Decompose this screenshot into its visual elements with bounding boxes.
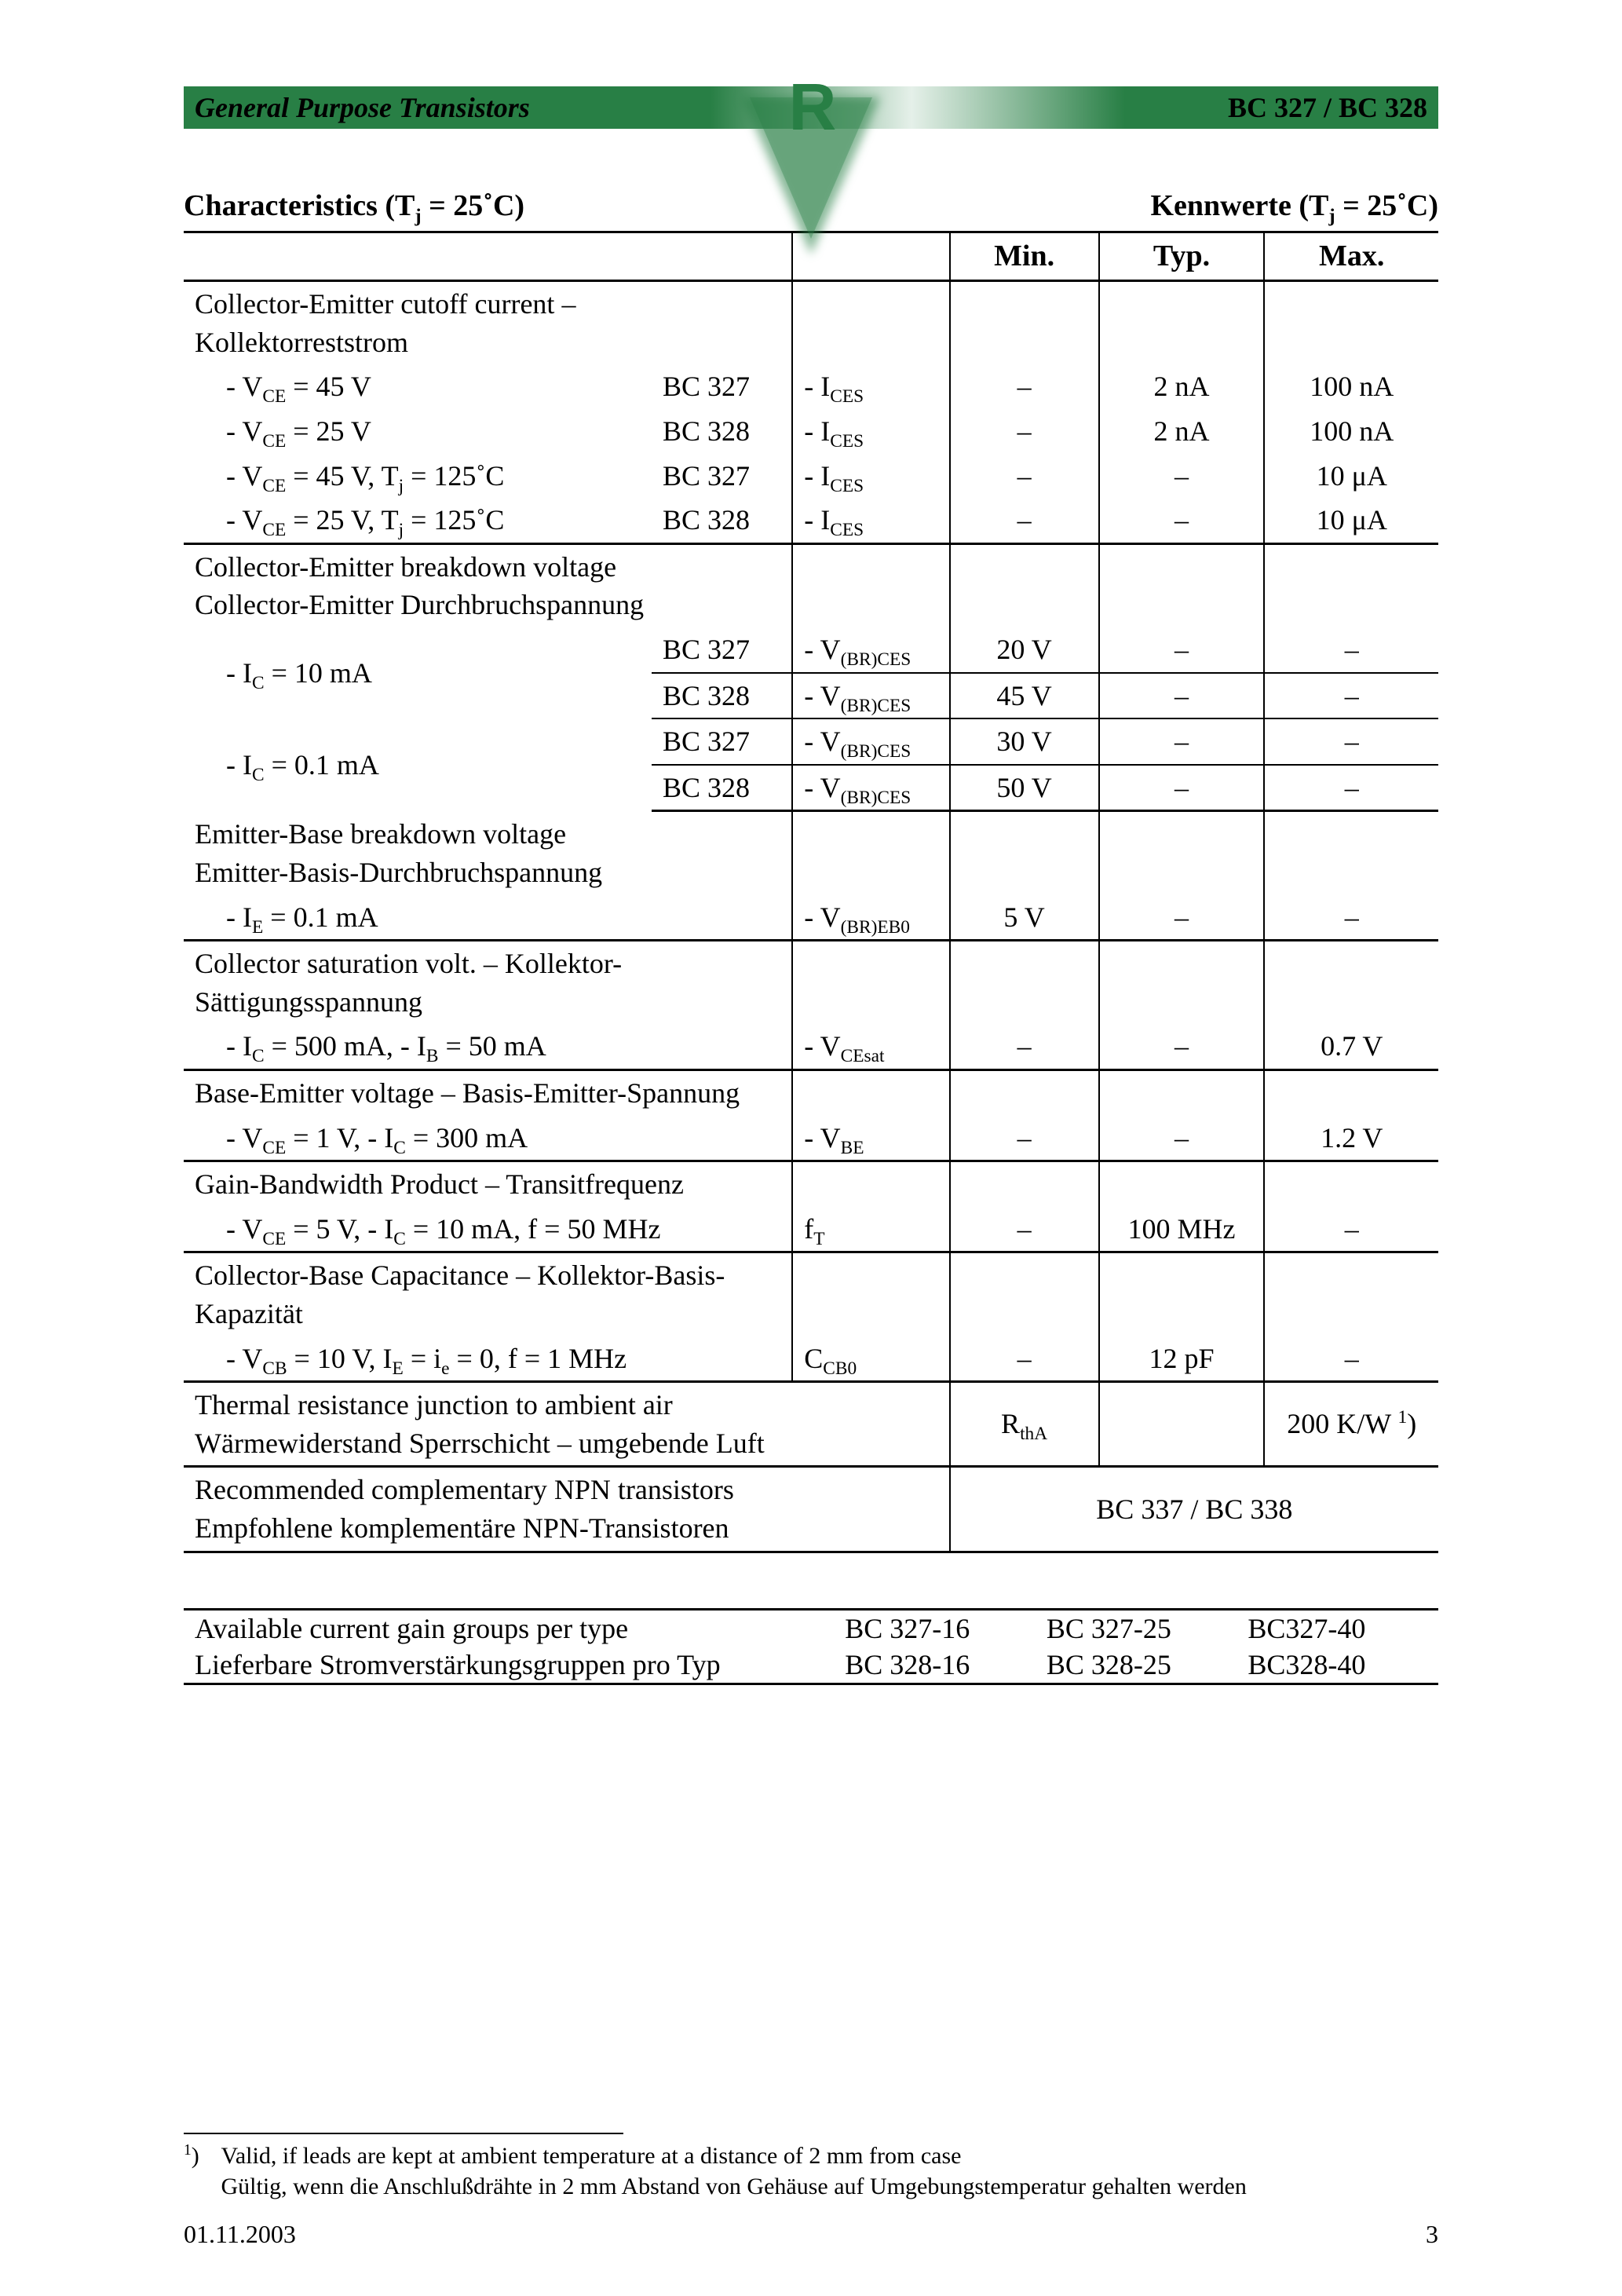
datasheet-page: General Purpose Transistors BC 327 / BC … [0, 0, 1622, 2296]
title-left-text: Characteristics (T [184, 189, 415, 222]
page-footer: 01.11.2003 3 [184, 2220, 1438, 2249]
footnote-de: Gültig, wenn die Anschlußdrähte in 2 mm … [221, 2171, 1247, 2202]
section-cutoff-title: Collector-Emitter cutoff current – Kolle… [184, 281, 1438, 365]
compl-value: BC 337 / BC 338 [950, 1467, 1438, 1552]
gain-cell: BC327-40 [1237, 1609, 1438, 1647]
gain-cell: BC 328-25 [1036, 1647, 1237, 1684]
title-right-rest: = 25˚C) [1335, 189, 1438, 222]
row-complementary: Recommended complementary NPN transistor… [184, 1467, 1438, 1552]
title-left: Characteristics (Tj = 25˚C) [184, 188, 524, 223]
section-title-en: Emitter-Base breakdown voltage [195, 818, 566, 850]
table-row: - IC = 10 mA BC 327 - V(BR)CES 20 V – – [184, 627, 1438, 673]
rth-de: Wärmewiderstand Sperrschicht – umgebende… [195, 1428, 765, 1459]
table-row: - VCE = 45 V BC 327 - ICES – 2 nA 100 nA [184, 364, 1438, 409]
footnote-en: Valid, if leads are kept at ambient temp… [221, 2141, 962, 2171]
header-part-number: BC 327 / BC 328 [1228, 91, 1427, 124]
table-row: - IC = 500 mA, - IB = 50 mA - VCEsat – –… [184, 1024, 1438, 1069]
gain-cell: BC 327-16 [834, 1609, 1036, 1647]
table-row: - VCE = 5 V, - IC = 10 mA, f = 50 MHz fT… [184, 1207, 1438, 1252]
rth-footnote-mark: 1 [1398, 1407, 1408, 1428]
section-ccb-title: Collector-Base Capacitance – Kollektor-B… [184, 1252, 1438, 1336]
compl-en: Recommended complementary NPN transistor… [195, 1474, 734, 1505]
table-row: Available current gain groups per type B… [184, 1609, 1438, 1647]
rth-value: 200 K/W [1287, 1408, 1397, 1439]
table-header-row: Min. Typ. Max. [184, 232, 1438, 281]
section-title-de: Collector-Emitter Durchbruchspannung [195, 589, 644, 620]
col-max: Max. [1264, 232, 1438, 281]
gain-cell: BC 328-16 [834, 1647, 1036, 1684]
section-title-de: Emitter-Basis-Durchbruchspannung [195, 857, 602, 888]
title-right: Kennwerte (Tj = 25˚C) [1150, 188, 1438, 223]
col-typ: Typ. [1099, 232, 1265, 281]
section-titles: Characteristics (Tj = 25˚C) Kennwerte (T… [184, 188, 1438, 223]
section-vcesat-title: Collector saturation volt. – Kollektor-S… [184, 941, 1438, 1025]
characteristics-table: Min. Typ. Max. Collector-Emitter cutoff … [184, 231, 1438, 1553]
gain-cell: BC 327-25 [1036, 1609, 1237, 1647]
row-thermal: Thermal resistance junction to ambient a… [184, 1382, 1438, 1467]
col-min: Min. [950, 232, 1099, 281]
section-vbe-title: Base-Emitter voltage – Basis-Emitter-Spa… [184, 1069, 1438, 1115]
section-ft-title: Gain-Bandwidth Product – Transitfrequenz [184, 1161, 1438, 1207]
rth-en: Thermal resistance junction to ambient a… [195, 1389, 673, 1420]
footnote: 1) Valid, if leads are kept at ambient t… [184, 2141, 1438, 2202]
footer-page-number: 3 [1426, 2220, 1438, 2249]
table-row: - IC = 0.1 mA BC 327 - V(BR)CES 30 V – – [184, 718, 1438, 765]
title-left-rest: = 25˚C) [422, 189, 524, 222]
footnote-section: 1) Valid, if leads are kept at ambient t… [184, 2125, 1438, 2202]
gain-label-de: Lieferbare Stromverstärkungsgruppen pro … [184, 1647, 834, 1684]
header-category: General Purpose Transistors [195, 91, 530, 124]
title-left-sub: j [415, 206, 421, 227]
table-row: - IE = 0.1 mA - V(BR)EB0 5 V – – [184, 895, 1438, 941]
footnote-rule [184, 2133, 623, 2134]
table-row: - VCE = 45 V, Tj = 125˚C BC 327 - ICES –… [184, 454, 1438, 499]
header-bar: General Purpose Transistors BC 327 / BC … [184, 86, 1438, 129]
footnote-mark: 1 [184, 2142, 192, 2159]
footer-date: 01.11.2003 [184, 2220, 296, 2249]
section-brkeb-title: Emitter-Base breakdown voltage Emitter-B… [184, 811, 1438, 895]
page-header: General Purpose Transistors BC 327 / BC … [184, 86, 1438, 133]
section-title: Collector-Emitter cutoff current – Kolle… [184, 281, 792, 365]
table-row: - VCB = 10 V, IE = ie = 0, f = 1 MHz CCB… [184, 1336, 1438, 1382]
gain-groups-table: Available current gain groups per type B… [184, 1608, 1438, 1685]
table-row: - VCE = 25 V, Tj = 125˚C BC 328 - ICES –… [184, 498, 1438, 543]
table-row: Lieferbare Stromverstärkungsgruppen pro … [184, 1647, 1438, 1684]
gain-cell: BC328-40 [1237, 1647, 1438, 1684]
compl-de: Empfohlene komplementäre NPN-Transistore… [195, 1512, 729, 1544]
table-row: - VCE = 1 V, - IC = 300 mA - VBE – – 1.2… [184, 1116, 1438, 1161]
table-row: - VCE = 25 V BC 328 - ICES – 2 nA 100 nA [184, 409, 1438, 454]
title-right-sub: j [1328, 206, 1335, 227]
section-title-en: Collector-Emitter breakdown voltage [195, 551, 616, 583]
section-brkce-title: Collector-Emitter breakdown voltage Coll… [184, 543, 1438, 627]
title-right-text: Kennwerte (T [1150, 189, 1328, 222]
gain-label-en: Available current gain groups per type [184, 1609, 834, 1647]
